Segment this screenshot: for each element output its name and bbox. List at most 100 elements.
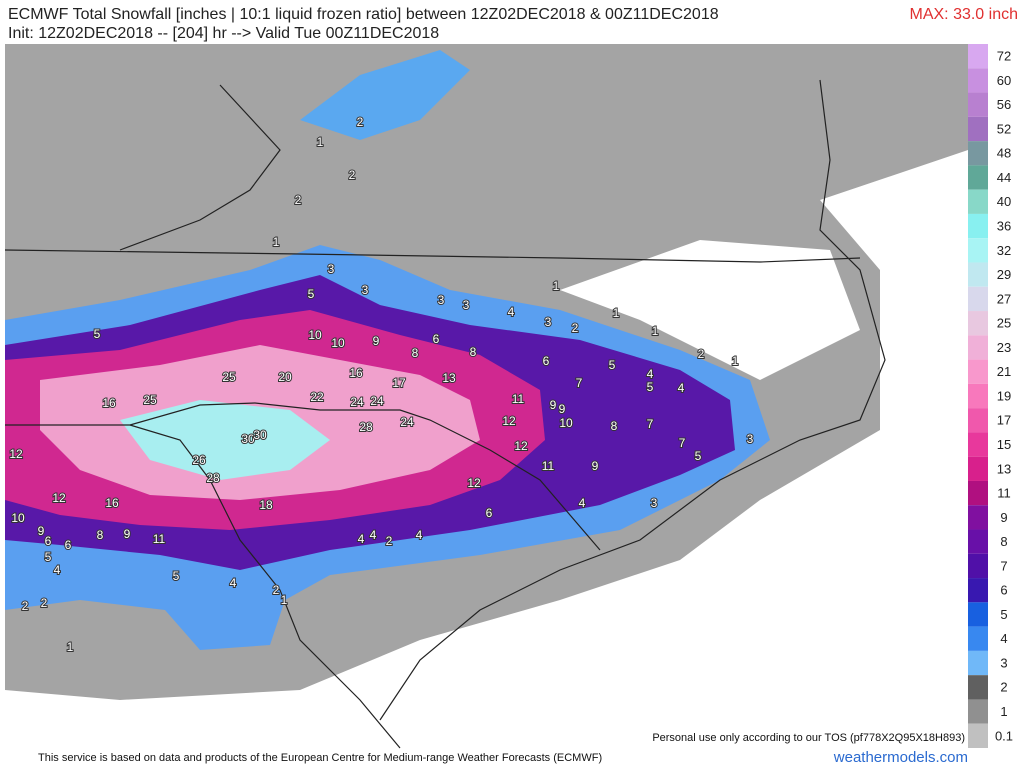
contour-label: 5: [94, 327, 101, 341]
contour-label: 16: [102, 396, 116, 410]
colorbar-segment: [968, 505, 988, 530]
contour-label: 12: [52, 491, 66, 505]
colorbar-label: 48: [997, 146, 1011, 161]
contour-label: 9: [38, 524, 45, 538]
contour-label: 4: [358, 532, 365, 546]
contour-label: 8: [97, 528, 104, 542]
colorbar-label: 0.1: [995, 728, 1013, 743]
colorbar-segment: [968, 116, 988, 142]
title: ECMWF Total Snowfall [inches | 10:1 liqu…: [8, 6, 719, 23]
contour-label: 5: [695, 449, 702, 463]
contour-label: 4: [230, 576, 237, 590]
contour-label: 30: [241, 432, 255, 446]
colorbar-segment: [968, 141, 988, 166]
contour-label: 2: [41, 596, 48, 610]
colorbar-label: 32: [997, 243, 1011, 258]
contour-label: 18: [259, 498, 273, 512]
contour-label: 3: [651, 496, 658, 510]
contour-label: 7: [647, 417, 654, 431]
colorbar-label: 11: [997, 486, 1011, 501]
contour-label: 16: [105, 496, 119, 510]
colorbar-segment: [968, 626, 988, 651]
colorbar-segment: [968, 432, 988, 457]
colorbar-label: 1: [1000, 704, 1007, 719]
contour-label: 1: [273, 235, 280, 249]
contour-label: 9: [592, 459, 599, 473]
contour-label: 4: [579, 496, 586, 510]
contour-label: 2: [572, 321, 579, 335]
contour-label: 1: [67, 640, 74, 654]
colorbar-label: 8: [1000, 534, 1007, 549]
colorbar-label: 17: [997, 413, 1011, 428]
colorbar-label: 15: [997, 437, 1011, 452]
contour-label: 8: [412, 346, 419, 360]
colorbar-label: 40: [997, 194, 1011, 209]
contour-label: 7: [679, 436, 686, 450]
state-border: [119, 84, 281, 251]
contour-label: 11: [512, 392, 525, 406]
contour-label: 1: [732, 354, 739, 368]
contour-label: 3: [463, 298, 470, 312]
contour-label: 10: [11, 511, 25, 525]
contour-label: 1: [317, 135, 324, 149]
contour-label: 2: [698, 347, 705, 361]
colorbar-label: 60: [997, 73, 1011, 88]
contour-label: 6: [543, 354, 550, 368]
contour-label: 24: [370, 394, 384, 408]
contour-label: 11: [542, 459, 555, 473]
contour-label: 22: [310, 390, 324, 404]
contour-label: 16: [349, 366, 363, 380]
colorbar-label: 5: [1000, 607, 1007, 622]
colorbar-segment: [968, 675, 988, 700]
contour-label: 4: [647, 367, 654, 381]
contour-label: 5: [647, 380, 654, 394]
colorbar-label: 25: [997, 316, 1011, 331]
contour-label: 5: [173, 569, 180, 583]
contour-label: 4: [54, 563, 61, 577]
contour-label: 6: [433, 332, 440, 346]
contour-label: 2: [349, 168, 356, 182]
colorbar-segment: [968, 723, 988, 748]
low-area: [560, 240, 860, 380]
contour-label: 3: [362, 283, 369, 297]
contour-label: 12: [467, 476, 481, 490]
contour-label: 2: [357, 115, 364, 129]
contour-label: 10: [331, 336, 345, 350]
colorbar-segment: [968, 456, 988, 481]
colorbar-segment: [968, 286, 988, 312]
colorbar-label: 23: [997, 340, 1011, 355]
colorbar-label: 3: [1000, 655, 1007, 670]
map: [4, 44, 968, 749]
colorbar-segment: [968, 553, 988, 579]
colorbar-segment: [968, 335, 988, 360]
contour-label: 9: [559, 402, 566, 416]
contour-label: 4: [678, 381, 685, 395]
contour-label: 1: [281, 593, 288, 607]
contour-label: 12: [514, 439, 528, 453]
colorbar-label: 4: [1000, 631, 1007, 646]
contour-label: 24: [350, 395, 364, 409]
colorbar-label: 72: [997, 49, 1011, 64]
contour-label: 6: [486, 506, 493, 520]
colorbar-segment: [968, 213, 988, 239]
colorbar-segment: [968, 311, 988, 336]
contour-label: 3: [438, 293, 445, 307]
contour-label: 3: [328, 262, 335, 276]
state-border: [5, 402, 601, 551]
contour-label: 12: [502, 414, 516, 428]
colorbar-label: 27: [997, 291, 1011, 306]
contour-label: 25: [222, 370, 236, 384]
colorbar-segment: [968, 529, 988, 554]
contour-label: 8: [611, 419, 618, 433]
contour-label: 5: [609, 358, 616, 372]
contour-label: 25: [143, 393, 157, 407]
colorbar-segment: [968, 165, 988, 190]
contour-label: 2: [273, 583, 280, 597]
contour-label: 6: [45, 534, 52, 548]
site-link[interactable]: weathermodels.com: [833, 749, 968, 766]
colorbar-segment: [968, 650, 988, 676]
colorbar-label: 29: [997, 267, 1011, 282]
colorbar-segment: [968, 262, 988, 287]
colorbar-label: 36: [997, 219, 1011, 234]
